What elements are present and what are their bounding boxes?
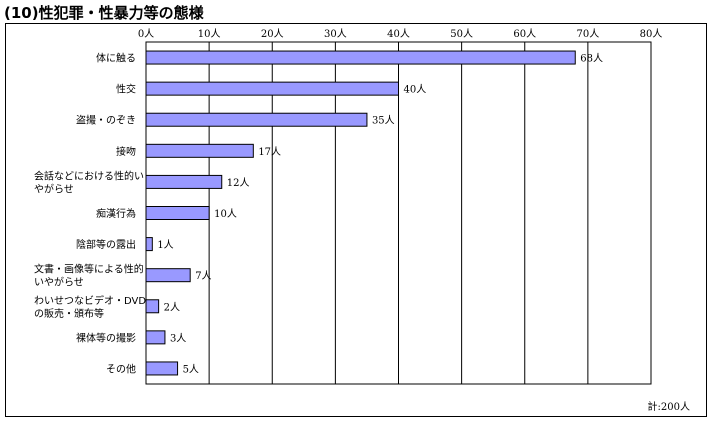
bar [145, 330, 166, 345]
category-label: やがらせ [34, 182, 74, 195]
chart-frame [5, 23, 707, 417]
bars [145, 50, 576, 376]
chart-title: (10)性犯罪・性暴力等の態様 [4, 4, 204, 22]
bar [145, 268, 191, 283]
category-label: いやがらせ [34, 276, 84, 289]
x-tick-label: 70人 [577, 28, 600, 40]
value-label: 10人 [214, 208, 237, 220]
value-label: 3人 [170, 332, 186, 344]
value-label: 68人 [580, 53, 603, 65]
category-label: 盗撮・のぞき [76, 114, 136, 127]
bar [145, 237, 153, 252]
value-label: 35人 [372, 115, 395, 127]
bar [145, 174, 223, 189]
value-labels: 68人 40人 35人 17人 12人 10人 1人 7人 2人 3人 5人 [157, 53, 603, 376]
value-label: 1人 [157, 239, 173, 251]
bar [145, 206, 210, 220]
x-tick-label: 80人 [640, 28, 663, 40]
bar [145, 50, 576, 65]
plot-area-border [145, 41, 652, 385]
category-label: 性交 [116, 83, 136, 96]
x-tick-label: 50人 [450, 28, 473, 40]
value-label: 17人 [258, 146, 281, 158]
value-label: 2人 [164, 301, 180, 313]
x-tick-label: 40人 [387, 28, 410, 40]
category-label: その他 [106, 362, 136, 375]
x-tick-label: 30人 [324, 28, 347, 40]
category-label: 文書・画像等による性的 [34, 263, 144, 276]
x-tick-label: 0人 [138, 28, 154, 40]
value-label: 5人 [183, 363, 199, 375]
x-tick-label: 10人 [198, 28, 221, 40]
category-label: 陰部等の露出 [76, 238, 136, 251]
category-label: 痴漢行為 [96, 207, 136, 220]
value-label: 7人 [195, 270, 211, 282]
total-label: 計:200人 [648, 400, 690, 413]
bar [145, 112, 368, 127]
bar [145, 81, 399, 96]
x-tick-label: 60人 [513, 28, 536, 40]
bar [145, 143, 254, 158]
category-label: 会話などにおける性的い [34, 169, 144, 182]
x-tick-label: 20人 [261, 28, 284, 40]
category-label: 体に触る [96, 52, 136, 65]
value-label: 40人 [404, 84, 427, 96]
category-label: わいせつなビデオ・DVD [34, 294, 146, 307]
x-axis-ticks: 0人 10人 20人 30人 40人 50人 60人 70人 80人 [138, 28, 663, 40]
category-label: 裸体等の撮影 [76, 331, 136, 344]
category-label: の販売・頒布等 [34, 307, 104, 320]
value-label: 12人 [227, 177, 250, 189]
bar [145, 361, 179, 376]
category-labels: 体に触る性交盗撮・のぞき接吻会話などにおける性的いやがらせ痴漢行為陰部等の露出文… [34, 52, 146, 376]
category-label: 接吻 [116, 145, 136, 158]
bar [145, 299, 160, 314]
